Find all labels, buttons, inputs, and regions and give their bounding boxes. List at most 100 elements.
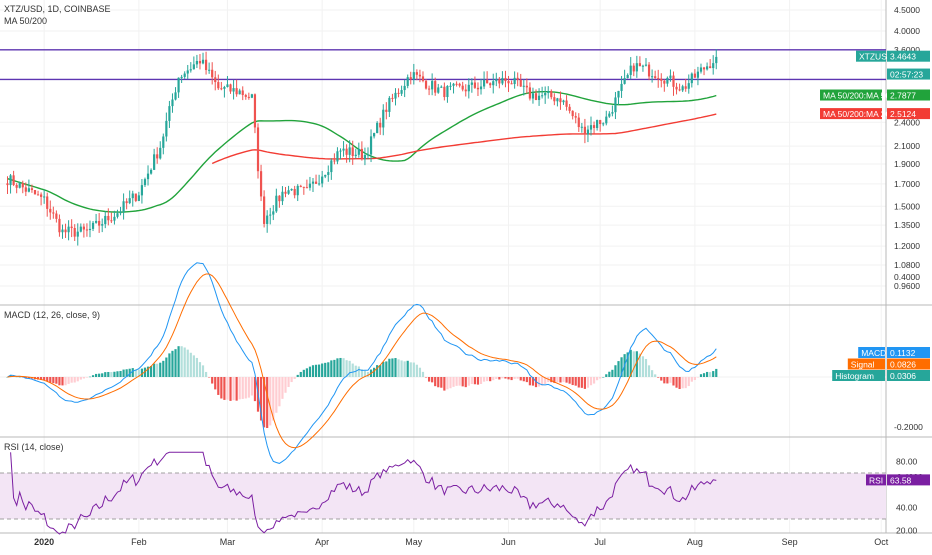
macd-histogram-bar	[143, 367, 147, 377]
price-series-value: 3.4643	[890, 52, 916, 62]
candle-body	[678, 89, 681, 91]
macd-histogram-bar	[492, 377, 495, 381]
macd-histogram-bar	[15, 376, 18, 378]
candle-body	[299, 185, 302, 187]
candle-body	[287, 190, 290, 194]
candle-body	[168, 106, 171, 121]
candle-body	[479, 86, 483, 90]
candle-body	[33, 190, 37, 195]
macd-histogram-bar	[318, 364, 321, 377]
candle-body	[165, 120, 168, 137]
time-axis-label: May	[405, 537, 423, 547]
candle-body	[125, 201, 128, 204]
rsi-series-value-bg	[887, 474, 930, 486]
macd-histogram-bar	[586, 377, 590, 388]
candle-body	[159, 147, 162, 159]
macd-histogram-bar	[336, 358, 339, 377]
macd-histogram-bar	[666, 377, 669, 384]
candle-body	[244, 95, 247, 97]
ma-series-value-bg	[887, 108, 930, 120]
macd-histogram-bar	[61, 377, 64, 386]
macd-histogram-bar	[79, 377, 82, 380]
candle-body	[88, 228, 92, 231]
candle-body	[470, 82, 473, 85]
candle-body	[705, 66, 709, 70]
candle-body	[272, 211, 275, 215]
macd-histogram-bar	[409, 362, 412, 377]
candle-body	[684, 86, 687, 89]
candle-body	[18, 183, 21, 188]
price-tick-label: 0.9600	[894, 281, 920, 291]
time-axis-label: Sep	[782, 537, 798, 547]
candle-body	[40, 194, 43, 197]
candle-body	[269, 214, 272, 216]
candle-body	[64, 229, 67, 233]
candle-body	[21, 183, 24, 188]
macd-histogram-bar	[394, 358, 397, 377]
macd-histogram-bar	[443, 377, 446, 391]
macd-histogram-bar	[299, 371, 302, 377]
macd-histogram-bar	[198, 362, 202, 377]
macd-histogram-bar	[388, 358, 391, 377]
rsi-series-tag-bg	[866, 474, 886, 486]
candle-body	[654, 76, 657, 78]
macd-histogram-bar	[247, 377, 250, 398]
macd-histogram-bar	[421, 371, 425, 377]
candle-body	[24, 187, 27, 192]
candle-body	[192, 64, 195, 70]
macd-histogram-bar	[553, 377, 556, 383]
macd-histogram-bar	[424, 377, 428, 378]
candle-body	[342, 148, 345, 151]
macd-histogram-bar	[348, 360, 351, 377]
candle-body	[223, 87, 226, 89]
macd-histogram-bar	[214, 377, 217, 390]
candle-body	[156, 154, 159, 159]
candle-body	[418, 74, 422, 77]
macd-histogram-bar	[244, 377, 247, 399]
candle-body	[110, 220, 113, 222]
macd-histogram-bar	[162, 360, 165, 377]
candle-body	[452, 83, 455, 86]
candle-body	[482, 79, 486, 87]
candle-body	[421, 76, 425, 81]
candle-body	[623, 78, 626, 84]
macd-histogram-bar	[330, 360, 333, 377]
candle-body	[70, 226, 73, 229]
candle-body	[101, 224, 104, 226]
macd-histogram-bar	[385, 361, 388, 377]
candle-body	[76, 231, 79, 237]
candle-body	[186, 70, 189, 74]
rsi-tick-label: 20.00	[896, 526, 918, 536]
macd-histogram-bar	[470, 377, 473, 384]
candle-body	[238, 90, 241, 95]
time-axis-label: Apr	[315, 537, 329, 547]
macd-histogram-bar	[98, 373, 101, 377]
macd-histogram-bar	[46, 377, 49, 382]
macd-histogram-bar	[174, 349, 177, 377]
candle-body	[519, 79, 522, 87]
candle-body	[504, 77, 507, 82]
candle-body	[400, 90, 403, 94]
macd-histogram-bar	[223, 377, 226, 400]
macd-histogram-bar	[406, 360, 409, 377]
candle-body	[427, 88, 431, 90]
time-axis-label: Jun	[501, 537, 516, 547]
macd-histogram-bar	[373, 367, 376, 377]
candle-body	[443, 86, 446, 98]
candle-body	[626, 74, 629, 79]
candle-body	[27, 188, 30, 192]
candle-body	[354, 154, 357, 156]
candle-body	[263, 196, 266, 224]
candle-body	[61, 229, 64, 233]
macd-histogram-bar	[128, 368, 131, 377]
candle-body	[366, 154, 370, 156]
candle-body	[415, 72, 418, 75]
candle-body	[360, 148, 363, 160]
macd-series-value: 0.0306	[890, 371, 916, 381]
macd-histogram-bar	[269, 377, 272, 426]
macd-histogram-bar	[644, 358, 648, 377]
macd-histogram-bar	[702, 373, 706, 377]
macd-histogram-bar	[608, 371, 611, 377]
